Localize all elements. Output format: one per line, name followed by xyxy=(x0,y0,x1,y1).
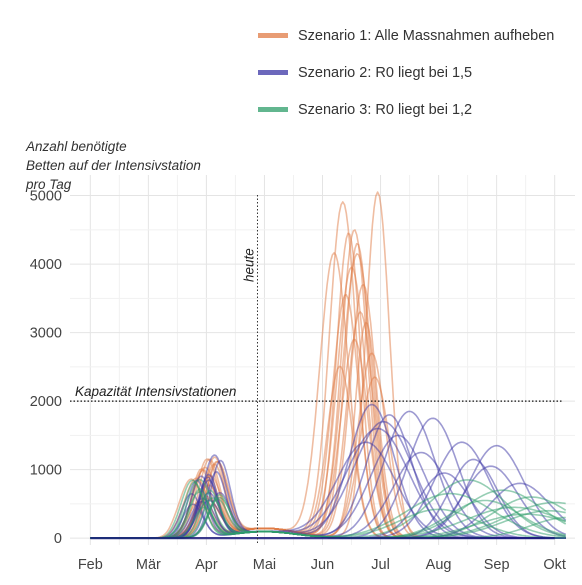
legend-swatch-scenario-1 xyxy=(258,33,288,38)
y-axis-title-line-1: Anzahl benötigte xyxy=(26,139,127,154)
x-tick-label: Aug xyxy=(426,557,452,573)
y-tick-label: 5000 xyxy=(30,189,62,205)
x-tick-label: Jun xyxy=(311,557,334,573)
series-line xyxy=(90,201,566,539)
y-axis-title: Anzahl benötigte Betten auf der Intensiv… xyxy=(26,137,201,194)
x-tick-label: Jul xyxy=(371,557,390,573)
today-label: heute xyxy=(241,248,256,282)
x-tick-label: Okt xyxy=(543,557,566,573)
x-tick-label: Mär xyxy=(136,557,161,573)
x-tick-label: Apr xyxy=(195,557,218,573)
y-tick-label: 4000 xyxy=(30,257,62,273)
legend-label-scenario-2: Szenario 2: R0 liegt bei 1,5 xyxy=(298,65,473,81)
legend-label-scenario-3: Szenario 3: R0 liegt bei 1,2 xyxy=(298,102,473,118)
y-tick-label: 0 xyxy=(54,531,62,547)
legend-swatch-scenario-2 xyxy=(258,70,288,75)
x-tick-label: Sep xyxy=(484,557,510,573)
series-line xyxy=(90,478,566,539)
x-tick-label: Feb xyxy=(78,557,103,573)
y-tick-label: 2000 xyxy=(30,394,62,410)
legend-swatch-scenario-3 xyxy=(258,107,288,112)
y-tick-label: 1000 xyxy=(30,463,62,479)
legend-label-scenario-1: Szenario 1: Alle Massnahmen aufheben xyxy=(298,28,555,44)
y-axis-title-line-3: pro Tag xyxy=(26,177,72,192)
capacity-label: Kapazität Intensivstationen xyxy=(75,384,236,399)
y-axis-title-line-2: Betten auf der Intensivstation xyxy=(26,158,201,173)
x-tick-label: Mai xyxy=(253,557,276,573)
y-tick-label: 3000 xyxy=(30,326,62,342)
